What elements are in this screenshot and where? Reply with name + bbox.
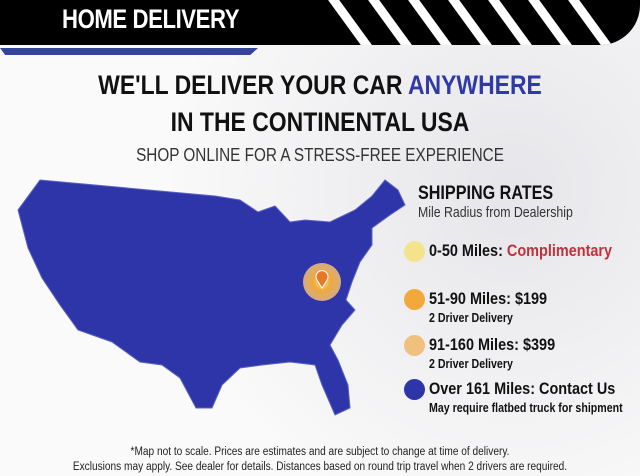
rate-value: Complimentary (506, 241, 613, 260)
headline-text: WE'LL DELIVER YOUR CAR (98, 70, 408, 100)
subtitle: SHOP ONLINE FOR A STRESS-FREE EXPERIENCE (136, 145, 504, 165)
rate-note: 2 Driver Delivery (429, 357, 513, 371)
orange-dot-icon (404, 289, 425, 310)
headline-accent: ANYWHERE (407, 70, 542, 100)
accent-bar (0, 48, 258, 55)
rate-note: May require flatbed truck for shipment (429, 401, 623, 415)
yellow-dot-icon (404, 241, 425, 262)
rate-label: 91-160 Miles: $399 (429, 335, 556, 354)
rate-range: 0-50 Miles: (429, 241, 507, 260)
footer-disclaimer-2: Exclusions may apply. See dealer for det… (72, 461, 568, 473)
rate-label: Over 161 Miles: Contact Us (429, 379, 616, 398)
shipping-title: SHIPPING RATES (418, 183, 554, 204)
headline-line1: WE'LL DELIVER YOUR CAR ANYWHERE (48, 70, 592, 101)
rate-label: 0-50 Miles: Complimentary (429, 241, 612, 261)
stripes-decoration (328, 0, 612, 45)
tan-dot-icon (404, 335, 425, 356)
rate-note: 2 Driver Delivery (429, 311, 513, 325)
footer-disclaimer-1: *Map not to scale. Prices are estimates … (130, 446, 510, 458)
rate-label: 51-90 Miles: $199 (429, 289, 548, 308)
usa-map (17, 179, 406, 416)
page-title: HOME DELIVERY (62, 4, 240, 34)
location-pin-icon (315, 270, 329, 289)
shipping-subtitle: Mile Radius from Dealership (418, 205, 573, 221)
usa-map-shape (17, 179, 406, 416)
shipping-rates: SHIPPING RATES Mile Radius from Dealersh… (404, 183, 640, 415)
blue-dot-icon (404, 379, 425, 400)
headline-line2: IN THE CONTINENTAL USA (170, 107, 470, 137)
header-banner: HOME DELIVERY (0, 0, 640, 45)
